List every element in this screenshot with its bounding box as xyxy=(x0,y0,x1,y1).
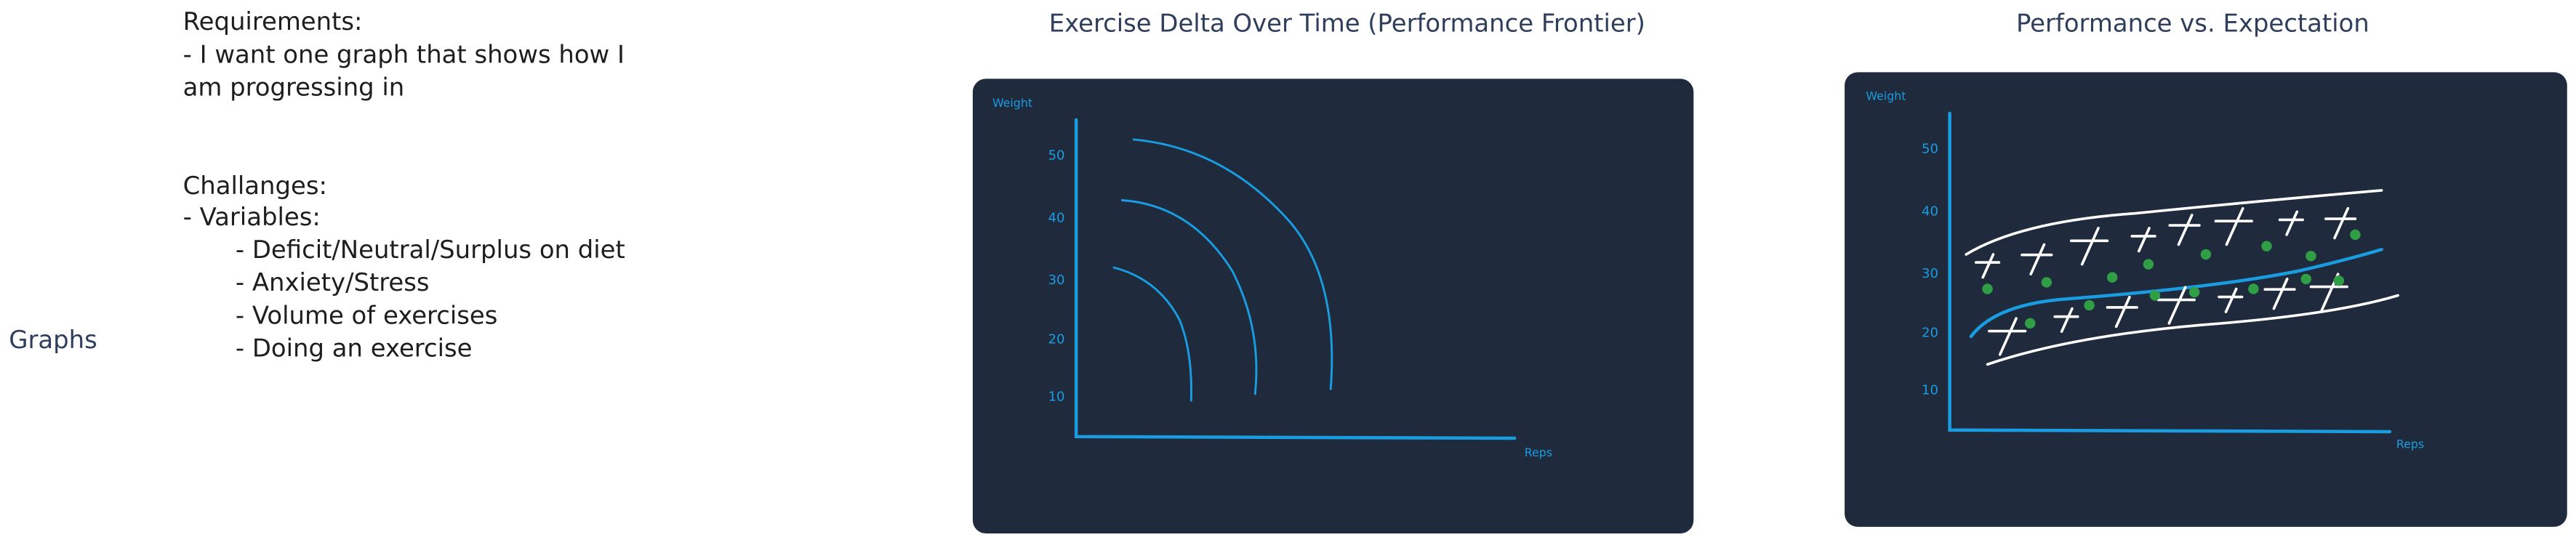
note-line: - Anxiety/Stress xyxy=(236,268,430,297)
scribble xyxy=(2106,295,2138,329)
tick-label: 30 xyxy=(1922,266,1938,281)
scribble xyxy=(2069,227,2109,266)
point xyxy=(2025,318,2036,329)
curve xyxy=(1132,138,1333,390)
lower-bound xyxy=(1986,294,2399,366)
point xyxy=(2188,286,2200,298)
scribble xyxy=(2324,207,2357,240)
point xyxy=(2041,277,2053,288)
panel-title: Performance vs. Expectation xyxy=(2016,9,2370,37)
point xyxy=(2200,249,2212,260)
curve xyxy=(1120,199,1258,395)
point xyxy=(2143,259,2154,270)
scribble xyxy=(2218,287,2244,313)
point xyxy=(2300,273,2311,285)
tick-label: 20 xyxy=(1048,331,1065,347)
note-line: - Deficit/Neutral/Surplus on diet xyxy=(236,235,625,264)
point xyxy=(2149,290,2161,301)
scribble xyxy=(1974,253,2001,279)
point xyxy=(2106,272,2118,283)
axes xyxy=(1074,118,1517,440)
note-line: - Volume of exercises xyxy=(236,301,497,329)
tick-label: 50 xyxy=(1922,142,1938,157)
note-line: Requirements: xyxy=(183,7,363,36)
tick-label: 40 xyxy=(1922,203,1938,219)
point xyxy=(2306,251,2316,262)
scribble xyxy=(2156,286,2196,325)
point xyxy=(2084,299,2095,311)
scribble xyxy=(2130,227,2156,253)
panel xyxy=(1845,72,2567,527)
scribble xyxy=(2053,307,2079,333)
y-axis-label: Weight xyxy=(992,96,1032,110)
axes xyxy=(1948,111,2392,434)
upper-bound xyxy=(1965,189,2383,256)
panel xyxy=(972,78,1694,533)
label: Graphs xyxy=(9,326,97,354)
tick-label: 30 xyxy=(1048,273,1065,288)
point xyxy=(2350,229,2361,241)
tick-label: 40 xyxy=(1048,210,1065,225)
scribble xyxy=(1988,317,2027,356)
tick-label: 10 xyxy=(1922,382,1938,398)
points xyxy=(1982,229,2361,329)
curve xyxy=(1112,266,1192,402)
x-axis-label: Reps xyxy=(1525,446,1552,459)
tick-label: 10 xyxy=(1048,390,1065,405)
point xyxy=(1982,283,1993,294)
y-axis-label: Weight xyxy=(1866,89,1906,103)
note-line: am progressing in xyxy=(183,73,405,101)
note-line: - Doing an exercise xyxy=(236,334,473,363)
scribble xyxy=(2263,278,2296,310)
tick-label: 20 xyxy=(1922,325,1938,340)
note-line: - I want one graph that shows how I xyxy=(183,40,625,68)
panel-title: Exercise Delta Over Time (Performance Fr… xyxy=(1049,9,1645,37)
expectation-line xyxy=(1969,248,2383,339)
scribble xyxy=(2214,207,2253,246)
x-axis-label: Reps xyxy=(2396,438,2424,451)
point xyxy=(2261,241,2272,251)
note-line: - Variables: xyxy=(183,203,321,231)
scribble xyxy=(2278,210,2304,236)
point xyxy=(2333,275,2345,286)
scribble xyxy=(2168,214,2201,246)
scribble xyxy=(2021,243,2053,275)
point xyxy=(2248,283,2259,294)
tick-label: 50 xyxy=(1048,148,1065,164)
note-line: Challanges: xyxy=(183,172,327,200)
